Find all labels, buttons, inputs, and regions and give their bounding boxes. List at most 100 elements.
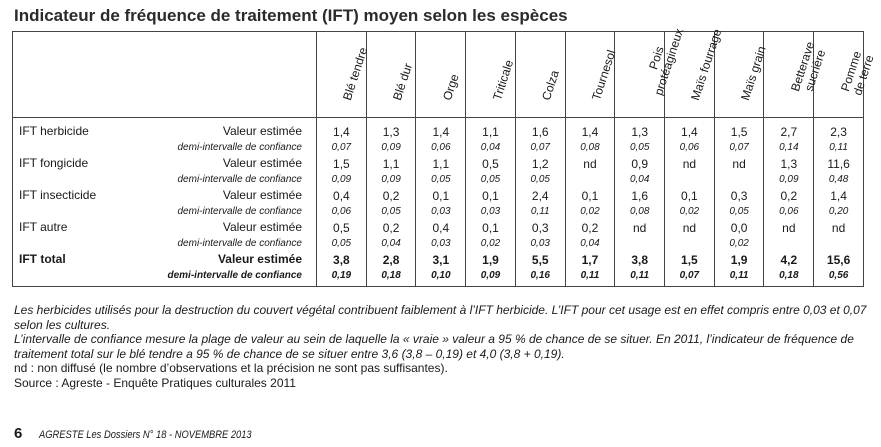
column-label-line: Orge — [439, 72, 462, 103]
estimate-value: 2,8 — [365, 252, 416, 268]
ci-value: 0,18 — [763, 268, 814, 287]
ci-value: 0,06 — [763, 204, 814, 218]
ci-value: 0,04 — [564, 236, 615, 250]
estimate-value: 1,4 — [415, 117, 466, 140]
ci-value: 0,11 — [564, 268, 615, 287]
ci-value: 0,48 — [813, 172, 864, 186]
estimate-value: 3,8 — [614, 252, 665, 268]
ci-value: 0,20 — [813, 204, 864, 218]
ci-value — [713, 172, 764, 186]
estimate-label: Valeur estimée — [222, 156, 302, 170]
estimate-value: 5,5 — [514, 252, 566, 268]
table-row: IFT total Valeur estimée 3,8 2,8 3,1 1,9 5,5 1,… — [12, 252, 864, 268]
estimate-value: 0,2 — [763, 188, 814, 204]
ci-value: 0,06 — [664, 140, 715, 154]
page-title: Indicateur de fréquence de traitement (I… — [14, 6, 568, 25]
estimate-value: 3,8 — [316, 252, 367, 268]
column-label-line: Triticale — [489, 58, 516, 103]
estimate-value: 2,3 — [813, 117, 864, 140]
estimate-value: 0,4 — [316, 188, 367, 204]
ift-table: Blé tendre Blé dur Orge Triticale Colza Tourn… — [12, 27, 876, 287]
estimate-value: 0,2 — [365, 188, 416, 204]
estimate-label: Valeur estimée — [222, 220, 302, 234]
ci-value: 0,05 — [713, 204, 764, 218]
estimate-value: 2,7 — [763, 117, 814, 140]
note-nd: nd : non diffusé (le nombre d’observatio… — [14, 361, 448, 376]
column-label-line: Colza — [539, 68, 563, 103]
ci-value: 0,05 — [614, 140, 665, 154]
ci-value: 0,11 — [514, 204, 566, 218]
ci-label: demi-intervalle de confiance — [12, 172, 317, 186]
estimate-value: 1,1 — [465, 117, 516, 140]
ci-label: demi-intervalle de confiance — [12, 236, 317, 250]
estimate-value: 1,4 — [664, 117, 715, 140]
ci-value: 0,07 — [514, 140, 566, 154]
estimate-value: 15,6 — [813, 252, 864, 268]
ci-value: 0,11 — [813, 140, 864, 154]
estimate-label: Valeur estimée — [222, 188, 302, 202]
ci-value: 0,05 — [514, 172, 566, 186]
estimate-value: 1,3 — [763, 156, 814, 172]
note-herbicides: Les herbicides utilisés pour la destruct… — [14, 303, 867, 332]
estimate-value: 1,3 — [365, 117, 416, 140]
ci-value — [614, 236, 665, 250]
column-header: Maïs grain — [713, 31, 769, 118]
table-row: IFT herbicide Valeur estimée 1,4 1,3 1,4 1,1 1… — [12, 117, 864, 140]
row-spacer — [12, 250, 864, 252]
page-number: 6 — [14, 425, 23, 442]
ci-value: 0,05 — [365, 204, 416, 218]
estimate-value: 0,2 — [365, 220, 416, 236]
estimate-value: 1,4 — [316, 117, 367, 140]
column-header: Orge — [415, 31, 466, 118]
row-spacer — [12, 186, 864, 188]
estimate-value: 4,2 — [763, 252, 814, 268]
notes: Les herbicides utilisés pour la destruct… — [14, 303, 870, 391]
estimate-label: Valeur estimée — [222, 124, 302, 138]
ci-value: 0,02 — [465, 236, 516, 250]
ci-value: 0,05 — [465, 172, 516, 186]
ci-value: 0,05 — [415, 172, 466, 186]
ci-value: 0,04 — [365, 236, 416, 250]
row-label: IFT total — [19, 252, 66, 266]
ci-value: 0,08 — [614, 204, 665, 218]
publication-name: AGRESTE Les Dossiers N° 18 - NOVEMBRE 20… — [39, 429, 253, 441]
estimate-label: Valeur estimée — [217, 252, 302, 266]
ci-value: 0,11 — [614, 268, 665, 287]
column-header: Pois protéagineux — [614, 27, 686, 118]
note-source: Source : Agreste - Enquête Pratiques cul… — [14, 375, 296, 390]
estimate-value: 1,3 — [614, 117, 665, 140]
column-header: Blé dur — [365, 31, 416, 118]
note-confidence-interval: L’intervalle de confiance mesure la plag… — [14, 332, 854, 361]
row-label-cell: IFT herbicide Valeur estimée — [12, 117, 317, 140]
header-corner-cell — [12, 31, 317, 118]
ci-value: 0,02 — [713, 236, 764, 250]
column-header: Tournesol — [564, 31, 618, 118]
column-header: Colza — [514, 31, 566, 118]
estimate-value: nd — [664, 156, 715, 172]
estimate-value: nd — [564, 156, 615, 172]
table-row: demi-intervalle de confiance 0,05 0,04 0,03… — [12, 236, 864, 250]
estimate-value: 1,6 — [614, 188, 665, 204]
column-label: Pomme de terre — [838, 49, 876, 97]
estimate-value: 0,2 — [564, 220, 615, 236]
row-label-cell: IFT total Valeur estimée — [12, 252, 317, 268]
ci-value: 0,07 — [713, 140, 764, 154]
ci-value: 0,03 — [514, 236, 566, 250]
row-label-cell: IFT autre Valeur estimée — [12, 220, 317, 236]
estimate-value: 1,4 — [813, 188, 864, 204]
ci-value: 0,06 — [316, 204, 367, 218]
table-row: IFT autre Valeur estimée 0,5 0,2 0,4 0,1 0,3 0,… — [12, 220, 864, 236]
column-label: Colza — [539, 68, 563, 103]
estimate-value: 1,4 — [564, 117, 615, 140]
ci-value: 0,03 — [465, 204, 516, 218]
ci-value: 0,02 — [564, 204, 615, 218]
column-header: Triticale — [465, 31, 516, 118]
estimate-value: nd — [664, 220, 715, 236]
row-label: IFT autre — [19, 220, 68, 234]
ci-value — [664, 236, 715, 250]
estimate-value: 1,7 — [564, 252, 615, 268]
row-label-cell: IFT insecticide Valeur estimée — [12, 188, 317, 204]
estimate-value: 1,2 — [514, 156, 566, 172]
table-row: demi-intervalle de confiance 0,09 0,09 0,05… — [12, 172, 864, 186]
ci-value: 0,14 — [763, 140, 814, 154]
